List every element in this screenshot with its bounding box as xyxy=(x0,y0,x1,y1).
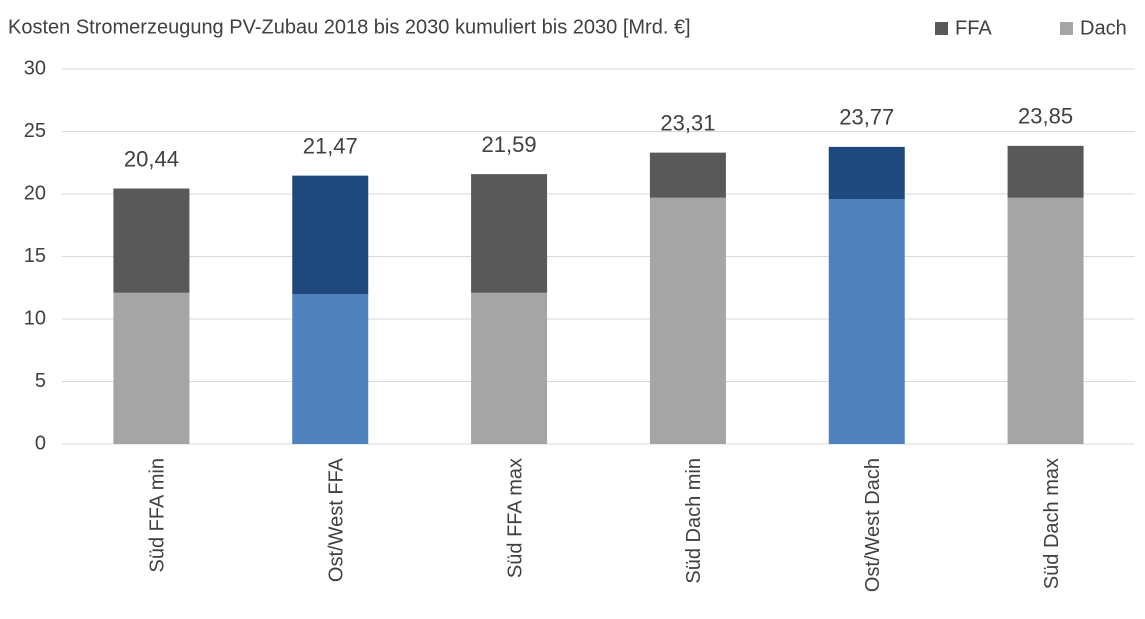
y-tick-label: 25 xyxy=(24,120,46,142)
x-tick-label: Süd Dach min xyxy=(683,458,705,584)
total-label: 23,77 xyxy=(839,105,894,130)
bar-segment xyxy=(649,152,726,198)
bar-segment xyxy=(113,292,190,444)
legend-label: Dach xyxy=(1080,17,1127,39)
bar-segment xyxy=(649,197,726,444)
bar-segment xyxy=(471,292,548,444)
bar-segment xyxy=(292,175,369,294)
total-label: 20,44 xyxy=(124,146,179,171)
legend-swatch xyxy=(1060,22,1073,35)
legend-label: FFA xyxy=(955,17,992,39)
y-tick-label: 30 xyxy=(24,57,46,79)
x-tick-label: Süd FFA max xyxy=(504,458,526,578)
y-tick-label: 10 xyxy=(24,307,46,329)
bar-segment xyxy=(828,199,905,444)
x-tick-label: Süd Dach max xyxy=(1041,458,1063,589)
y-tick-label: 0 xyxy=(35,432,46,454)
y-tick-label: 15 xyxy=(24,245,46,267)
y-tick-label: 5 xyxy=(35,370,46,392)
x-tick-label: Süd FFA min xyxy=(147,458,169,573)
legend-swatch xyxy=(935,22,948,35)
bar-segment xyxy=(292,294,369,444)
total-label: 21,59 xyxy=(482,132,537,157)
y-tick-label: 20 xyxy=(24,182,46,204)
bar-segment xyxy=(1007,145,1084,198)
bar-segment xyxy=(471,174,548,293)
total-label: 23,31 xyxy=(660,110,715,135)
chart-title: Kosten Stromerzeugung PV-Zubau 2018 bis … xyxy=(8,16,691,38)
total-label: 23,85 xyxy=(1018,104,1073,129)
bar-segment xyxy=(1007,197,1084,444)
x-tick-label: Ost/West FFA xyxy=(326,457,348,582)
bar-segment xyxy=(828,146,905,199)
total-label: 21,47 xyxy=(303,133,358,158)
x-tick-label: Ost/West Dach xyxy=(862,458,884,592)
bar-segment xyxy=(113,188,190,293)
